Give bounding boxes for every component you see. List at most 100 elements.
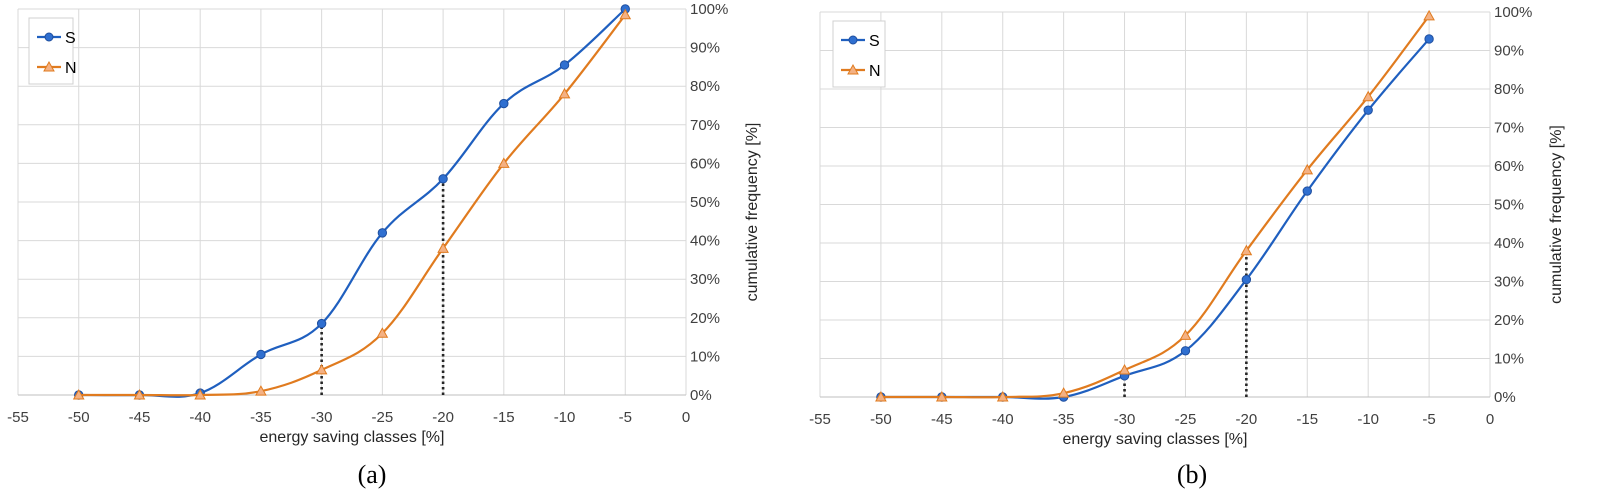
y-tick-label: 30%	[690, 271, 720, 288]
y-tick-label: 60%	[1494, 158, 1524, 175]
legend-marker-n	[43, 60, 55, 72]
y-tick-label: 90%	[1494, 43, 1524, 60]
data-point-n	[1118, 364, 1131, 375]
y-tick-label: 80%	[690, 78, 720, 95]
x-axis-title: energy saving classes [%]	[260, 429, 445, 446]
legend-box	[832, 20, 886, 88]
data-point-s	[1241, 274, 1252, 285]
y-tick-label: 40%	[690, 233, 720, 250]
series-line-s	[78, 8, 627, 398]
data-point-n	[1301, 163, 1314, 175]
data-point-n	[72, 388, 85, 400]
x-tick-label: -50	[870, 411, 892, 428]
data-point-n	[1179, 329, 1192, 340]
x-tick-label: -15	[493, 409, 515, 426]
data-point-s	[256, 349, 266, 360]
x-tick-label: -45	[129, 409, 151, 426]
y-tick-label: 40%	[1494, 235, 1524, 252]
data-point-s	[438, 174, 448, 184]
data-point-n	[497, 157, 510, 168]
data-point-n	[133, 388, 146, 400]
y-tick-label: 80%	[1494, 81, 1524, 98]
y-axis-title: cumulative frequency [%]	[744, 123, 761, 302]
data-point-n	[558, 87, 571, 99]
y-tick-label: 50%	[1494, 197, 1524, 214]
legend: SN	[832, 20, 886, 88]
data-point-s	[1302, 186, 1312, 196]
y-axis-title: cumulative frequency [%]	[1548, 125, 1565, 304]
chart-a: -55 -50 -45 -40 -35 -30 -25 -20 -15 -10 -5 00%10%20…	[7, 1, 761, 489]
y-tick-label: 100%	[1494, 4, 1532, 21]
y-tick-label: 0%	[690, 387, 712, 404]
x-axis-title: energy saving classes [%]	[1063, 431, 1248, 448]
x-tick-label: 0	[682, 409, 690, 426]
x-tick-label: -30	[311, 409, 333, 426]
y-tick-label: 20%	[690, 310, 720, 327]
x-tick-label: -5	[619, 409, 632, 426]
y-tick-label: 60%	[690, 155, 720, 172]
data-point-n	[255, 385, 267, 396]
y-tick-label: 0%	[1494, 389, 1516, 406]
y-tick-label: 70%	[690, 117, 720, 134]
data-point-n	[875, 390, 887, 402]
x-tick-label: -45	[931, 411, 953, 428]
x-tick-label: -20	[1236, 411, 1258, 428]
x-tick-label: -40	[992, 411, 1014, 428]
x-tick-label: -30	[1114, 411, 1136, 428]
data-point-n	[315, 363, 328, 375]
x-tick-label: -15	[1296, 411, 1318, 428]
legend-label-n: N	[869, 63, 881, 80]
legend-box	[28, 17, 74, 85]
data-point-n	[935, 390, 948, 402]
data-point-n	[619, 8, 632, 20]
y-tick-label: 10%	[1494, 351, 1524, 368]
y-tick-label: 100%	[690, 1, 728, 18]
series-line-s	[880, 38, 1430, 400]
data-point-n	[194, 388, 207, 400]
panel-label: (a)	[358, 460, 387, 489]
x-tick-label: -10	[1357, 411, 1379, 428]
x-tick-label: -25	[372, 409, 394, 426]
data-point-n	[1057, 387, 1070, 398]
legend-label-s: S	[65, 30, 76, 47]
series-line-n	[78, 14, 627, 397]
x-tick-label: -35	[250, 409, 272, 426]
data-point-s	[1363, 105, 1373, 115]
x-tick-label: -10	[554, 409, 576, 426]
x-tick-label: -55	[7, 409, 29, 426]
y-tick-label: 70%	[1494, 120, 1524, 137]
legend-label-s: S	[869, 33, 880, 50]
chart-b: -55 -50 -45 -40 -35 -30 -25 -20 -15 -10 -5 00%10%20…	[809, 4, 1565, 489]
data-point-s	[316, 318, 327, 329]
x-tick-label: -25	[1175, 411, 1197, 428]
data-point-s	[377, 228, 388, 238]
legend-label-n: N	[65, 60, 77, 77]
y-tick-label: 10%	[690, 348, 720, 365]
y-tick-label: 90%	[690, 40, 720, 57]
data-point-s	[559, 60, 570, 70]
panel-label: (b)	[1177, 460, 1207, 489]
x-tick-label: -20	[432, 409, 454, 426]
series-line-n	[880, 15, 1430, 399]
data-point-n	[1240, 244, 1253, 256]
data-point-s	[1180, 346, 1191, 356]
data-point-s	[499, 98, 509, 109]
data-point-n	[1362, 90, 1375, 102]
x-tick-label: 0	[1486, 411, 1494, 428]
x-tick-label: -35	[1053, 411, 1075, 428]
x-tick-label: -50	[68, 409, 90, 426]
x-tick-label: -55	[809, 411, 831, 428]
x-tick-label: -40	[189, 409, 211, 426]
legend-marker-s	[44, 32, 54, 42]
x-tick-label: -5	[1422, 411, 1435, 428]
data-point-n	[996, 390, 1009, 402]
data-point-n	[376, 327, 389, 338]
data-point-n	[437, 242, 449, 253]
y-tick-label: 50%	[690, 194, 720, 211]
y-tick-label: 30%	[1494, 274, 1524, 291]
y-tick-label: 20%	[1494, 312, 1524, 329]
legend: SN	[28, 17, 77, 85]
legend-marker-s	[848, 35, 858, 45]
legend-marker-n	[847, 63, 859, 75]
